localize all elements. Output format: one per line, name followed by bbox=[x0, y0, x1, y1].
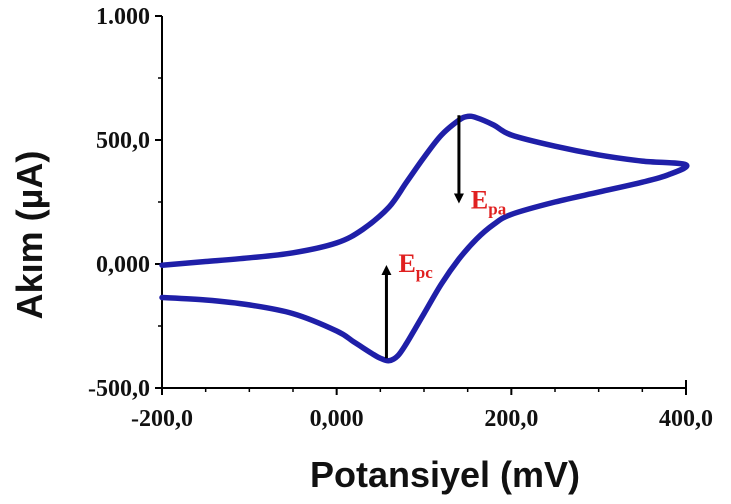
series bbox=[159, 113, 690, 364]
series-line bbox=[159, 113, 690, 364]
axes bbox=[161, 16, 687, 389]
x-tick-label: 400,0 bbox=[659, 406, 713, 432]
y-axis-title: Akım (µA) bbox=[9, 151, 50, 320]
annotation-label: Epa bbox=[471, 185, 507, 218]
y-tick-label: 1.000 bbox=[96, 4, 150, 30]
x-tick-label: 200,0 bbox=[484, 406, 538, 432]
x-tick-label: -200,0 bbox=[131, 406, 193, 432]
y-tick-label: 500,0 bbox=[96, 128, 150, 154]
y-tick-label: -500,0 bbox=[88, 376, 150, 402]
ticks: 1.000 500,0 0,000 -500,0 -200,0 0,000 200,0 400… bbox=[88, 4, 713, 432]
x-axis-title: Potansiyel (mV) bbox=[310, 454, 580, 495]
annotation-label: Epc bbox=[398, 249, 433, 282]
annotations: Epa Epc bbox=[381, 115, 507, 359]
y-tick-label: 0,000 bbox=[96, 252, 150, 278]
x-tick-label: 0,000 bbox=[310, 406, 364, 432]
